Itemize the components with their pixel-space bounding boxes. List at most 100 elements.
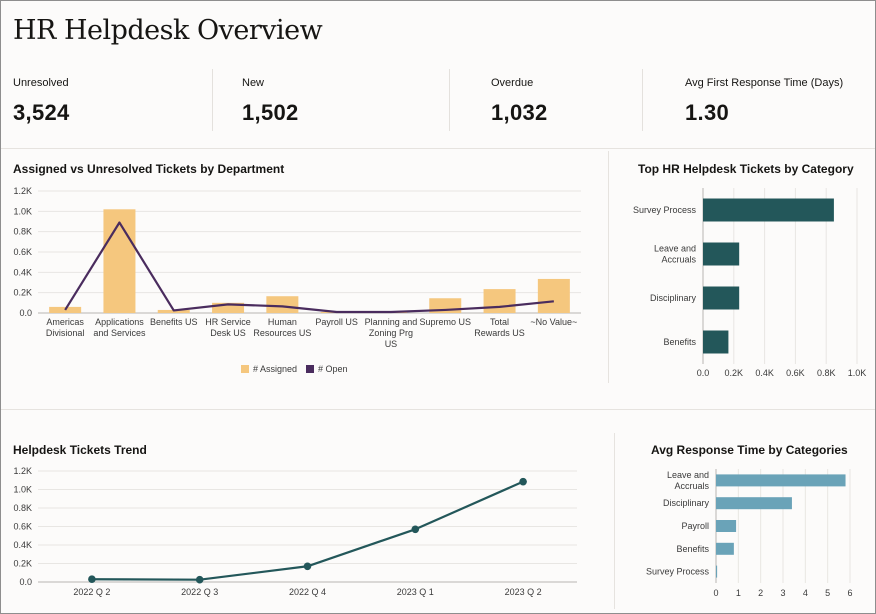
x-tick-label: and Services (93, 328, 146, 338)
y-tick-label: Accruals (674, 481, 709, 491)
response-bar (716, 497, 792, 510)
response-bar (716, 520, 737, 532)
section-divider (614, 433, 615, 609)
bar-assigned (483, 289, 516, 313)
kpi-avg-first-response[interactable]: Avg First Response Time (Days) 1.30 (685, 67, 865, 131)
bar-assigned (212, 302, 245, 313)
kpi-unresolved[interactable]: Unresolved 3,524 (13, 67, 203, 131)
y-tick-label: 0.2K (13, 288, 32, 298)
x-tick-label: Supremo US (419, 317, 471, 327)
x-tick-label: Desk US (210, 328, 246, 338)
kpi-divider (212, 69, 213, 131)
dept-chart-title: Assigned vs Unresolved Tickets by Depart… (13, 162, 285, 176)
category-bar (703, 198, 834, 222)
kpi-divider (449, 69, 450, 131)
kpi-label: Unresolved (13, 77, 69, 89)
x-tick-label: Americas (46, 317, 84, 327)
bar-assigned (103, 209, 136, 313)
y-tick-label: 0.6K (13, 247, 32, 257)
y-tick-label: 0.2K (13, 559, 32, 569)
x-tick-label: 0.4K (755, 368, 774, 378)
kpi-new[interactable]: New 1,502 (242, 67, 432, 131)
kpi-overdue[interactable]: Overdue 1,032 (491, 67, 621, 131)
line-open (64, 221, 554, 314)
kpi-value: 1,032 (491, 100, 548, 125)
x-tick-label: ~No Value~ (530, 317, 577, 327)
kpi-divider (642, 69, 643, 131)
x-tick-label: 3 (780, 588, 785, 598)
x-tick-label: Benefits US (150, 317, 198, 327)
x-tick-label: 2023 Q 2 (505, 587, 542, 597)
response-bar (716, 542, 734, 555)
category-chart[interactable]: 0.0 0.2K 0.4K 0.6K 0.8K 1.0K Survey Process Lea… (611, 186, 871, 386)
x-tick-label: Zoning Prg (369, 328, 413, 338)
x-tick-label: Human (268, 317, 297, 327)
x-tick-label: Planning and (365, 317, 418, 327)
bar-assigned (537, 278, 570, 313)
category-bar (703, 286, 740, 310)
trend-chart[interactable]: 0.0 0.2K 0.4K 0.6K 0.8K 1.0K 1.2K 2022 Q 2 2022 … (1, 456, 601, 611)
x-tick-label: US (385, 339, 398, 349)
section-divider (1, 409, 875, 410)
section-divider (608, 151, 609, 383)
x-tick-label: 0.8K (817, 368, 836, 378)
category-chart-title: Top HR Helpdesk Tickets by Category (638, 162, 854, 176)
x-tick-label: 2022 Q 3 (181, 587, 218, 597)
y-tick-label: 1.0K (13, 206, 32, 216)
category-bar (703, 330, 729, 354)
y-tick-label: 1.0K (13, 485, 32, 495)
x-tick-label: 0.2K (725, 368, 744, 378)
y-tick-label: 0.8K (13, 503, 32, 513)
y-tick-label: Leave and (654, 244, 696, 254)
response-bar (716, 565, 718, 578)
x-tick-label: Rewards US (474, 328, 525, 338)
section-divider (1, 148, 875, 149)
y-tick-label: Disciplinary (663, 498, 710, 508)
y-tick-label: Benefits (676, 544, 709, 554)
kpi-value: 1.30 (685, 100, 730, 125)
x-tick-label: 0.0 (697, 368, 710, 378)
y-tick-label: 0.4K (13, 540, 32, 550)
x-tick-label: Resources US (253, 328, 311, 338)
response-bar (716, 474, 846, 487)
x-tick-label: Total (490, 317, 509, 327)
x-tick-label: Divisional (46, 328, 85, 338)
y-tick-label: 0.0 (19, 577, 32, 587)
y-tick-label: Benefits (663, 337, 696, 347)
legend-swatch-open (306, 365, 314, 373)
y-tick-label: Disciplinary (650, 293, 697, 303)
kpi-value: 1,502 (242, 100, 299, 125)
y-tick-label: 0.0 (19, 308, 32, 318)
x-tick-label: 1 (736, 588, 741, 598)
y-tick-label: 0.4K (13, 267, 32, 277)
bar-assigned (49, 306, 82, 313)
trend-point (519, 477, 527, 486)
legend-label-open: # Open (318, 364, 348, 374)
y-tick-label: Leave and (667, 470, 709, 480)
response-chart-title: Avg Response Time by Categories (651, 443, 848, 457)
category-bar (703, 242, 740, 266)
trend-chart-title: Helpdesk Tickets Trend (13, 443, 147, 457)
x-tick-label: 4 (803, 588, 808, 598)
x-tick-label: 2 (758, 588, 763, 598)
x-tick-label: 5 (825, 588, 830, 598)
y-tick-label: Payroll (681, 521, 709, 531)
y-tick-label: 1.2K (13, 466, 32, 476)
x-tick-label: HR Service (205, 317, 251, 327)
x-tick-label: 2022 Q 2 (73, 587, 110, 597)
dept-chart[interactable]: 0.0 0.2K 0.4K 0.6K 0.8K 1.0K 1.2K AmericasDivis… (1, 176, 601, 386)
x-tick-label: 0 (713, 588, 718, 598)
kpi-value: 3,524 (13, 100, 70, 125)
x-tick-label: 6 (847, 588, 852, 598)
y-tick-label: 0.8K (13, 227, 32, 237)
page-title: HR Helpdesk Overview (13, 15, 323, 46)
trend-point (411, 525, 420, 534)
y-tick-label: 0.6K (13, 522, 32, 532)
x-tick-label: 2023 Q 1 (397, 587, 434, 597)
y-tick-label: 1.2K (13, 186, 32, 196)
y-tick-label: Survey Process (633, 205, 697, 215)
legend-swatch-assigned (241, 365, 249, 373)
y-tick-label: Survey Process (646, 567, 710, 577)
